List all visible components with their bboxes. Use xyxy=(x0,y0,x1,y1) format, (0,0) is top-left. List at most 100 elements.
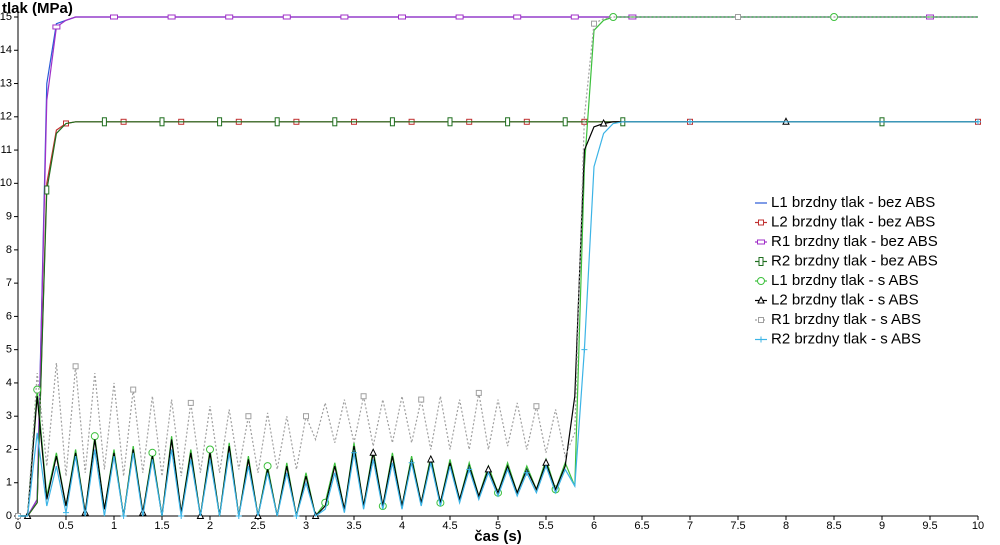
legend-item: R1 brzdny tlak - s ABS xyxy=(755,311,921,328)
y-tick-label: 9 xyxy=(6,211,12,223)
legend-marker xyxy=(758,257,764,266)
y-tick-label: 6 xyxy=(6,310,12,322)
data-point xyxy=(90,432,99,441)
data-point xyxy=(426,454,435,463)
data-point xyxy=(418,396,425,403)
data-point xyxy=(455,14,464,20)
data-point xyxy=(360,393,367,400)
series xyxy=(18,118,981,519)
data-point xyxy=(369,448,378,456)
x-tick-label: 4.5 xyxy=(442,520,457,532)
legend-label: L1 brzdny tlak - bez ABS xyxy=(771,194,935,211)
y-tick-label: 3 xyxy=(6,410,12,422)
x-axis-title: čas (s) xyxy=(474,528,522,545)
legend-marker xyxy=(757,295,765,304)
x-tick-label: 3.5 xyxy=(346,520,361,532)
series-line xyxy=(18,16,978,517)
x-tick-label: 2 xyxy=(207,520,213,532)
data-point xyxy=(562,117,568,127)
y-tick-label: 1 xyxy=(6,477,12,489)
data-point xyxy=(52,24,61,30)
x-tick-label: 10 xyxy=(972,520,984,532)
data-point xyxy=(274,117,280,127)
x-tick-label: 0.5 xyxy=(58,520,73,532)
data-point xyxy=(33,385,42,394)
series-line xyxy=(18,121,978,517)
data-point xyxy=(217,117,223,127)
x-tick-label: 4 xyxy=(399,520,405,532)
data-point xyxy=(167,14,176,20)
data-point xyxy=(245,413,252,420)
legend-item: R2 brzdny tlak - bez ABS xyxy=(755,252,938,269)
x-tick-label: 6.5 xyxy=(634,520,649,532)
legend-label: L2 brzdny tlak - s ABS xyxy=(771,291,919,308)
data-point xyxy=(466,466,473,473)
data-point xyxy=(523,469,530,476)
x-tick-label: 6 xyxy=(591,520,597,532)
data-point xyxy=(72,363,79,370)
data-point xyxy=(687,118,693,125)
legend-item: L2 brzdny tlak - bez ABS xyxy=(755,213,935,230)
data-point xyxy=(513,14,522,20)
legend-item: R2 brzdny tlak - s ABS xyxy=(755,330,921,347)
x-tick-label: 2.5 xyxy=(250,520,265,532)
data-point xyxy=(408,459,415,466)
series-line xyxy=(18,16,978,517)
legend-item: R1 brzdny tlak - bez ABS xyxy=(755,233,938,250)
data-point xyxy=(187,399,194,406)
legend-label: R1 brzdny tlak - bez ABS xyxy=(771,233,938,250)
x-tick-label: 0 xyxy=(15,520,21,532)
data-point xyxy=(282,14,291,20)
legend-marker xyxy=(757,277,765,285)
data-point xyxy=(484,464,493,473)
data-point xyxy=(110,14,118,20)
x-tick-label: 7 xyxy=(687,520,693,532)
data-point xyxy=(235,513,242,519)
y-tick-label: 10 xyxy=(0,177,12,189)
y-tick-label: 13 xyxy=(0,77,12,89)
data-point xyxy=(120,513,127,519)
data-point xyxy=(735,14,741,20)
x-tick-label: 3 xyxy=(303,520,309,532)
legend-label: R2 brzdny tlak - bez ABS xyxy=(771,252,938,269)
y-axis-title: tlak (MPa) xyxy=(2,0,73,17)
legend-marker xyxy=(758,317,764,323)
series xyxy=(15,14,978,519)
y-tick-label: 8 xyxy=(6,244,12,256)
data-point xyxy=(505,117,511,127)
data-point xyxy=(130,386,137,393)
data-point xyxy=(351,449,357,456)
legend-marker xyxy=(757,239,765,245)
y-tick-label: 0 xyxy=(6,510,12,522)
data-point xyxy=(599,118,608,127)
data-point xyxy=(332,117,338,127)
data-point xyxy=(533,403,540,410)
x-tick-label: 9 xyxy=(879,520,885,532)
y-tick-label: 15 xyxy=(0,11,12,23)
data-point xyxy=(206,445,214,454)
x-tick-label: 1.5 xyxy=(154,520,169,532)
legend-label: L2 brzdny tlak - bez ABS xyxy=(771,213,935,230)
data-point xyxy=(581,346,588,353)
data-point xyxy=(475,389,482,396)
y-tick-label: 11 xyxy=(1,144,12,156)
y-tick-label: 14 xyxy=(0,44,12,56)
data-point xyxy=(975,118,981,125)
y-tick-label: 12 xyxy=(0,111,12,123)
data-point xyxy=(101,117,107,127)
data-point xyxy=(225,14,234,20)
y-tick-label: 2 xyxy=(6,443,12,455)
series-line xyxy=(18,121,978,517)
data-point xyxy=(293,513,300,519)
legend-item: L1 brzdny tlak - bez ABS xyxy=(755,194,935,211)
data-point xyxy=(63,509,69,516)
legend-label: R1 brzdny tlak - s ABS xyxy=(771,311,921,328)
data-point xyxy=(148,448,157,457)
y-tick-label: 7 xyxy=(6,277,12,289)
legend-marker xyxy=(758,219,764,226)
data-point xyxy=(591,20,597,27)
data-point xyxy=(159,117,165,127)
legend-item: L1 brzdny tlak - s ABS xyxy=(755,272,919,289)
